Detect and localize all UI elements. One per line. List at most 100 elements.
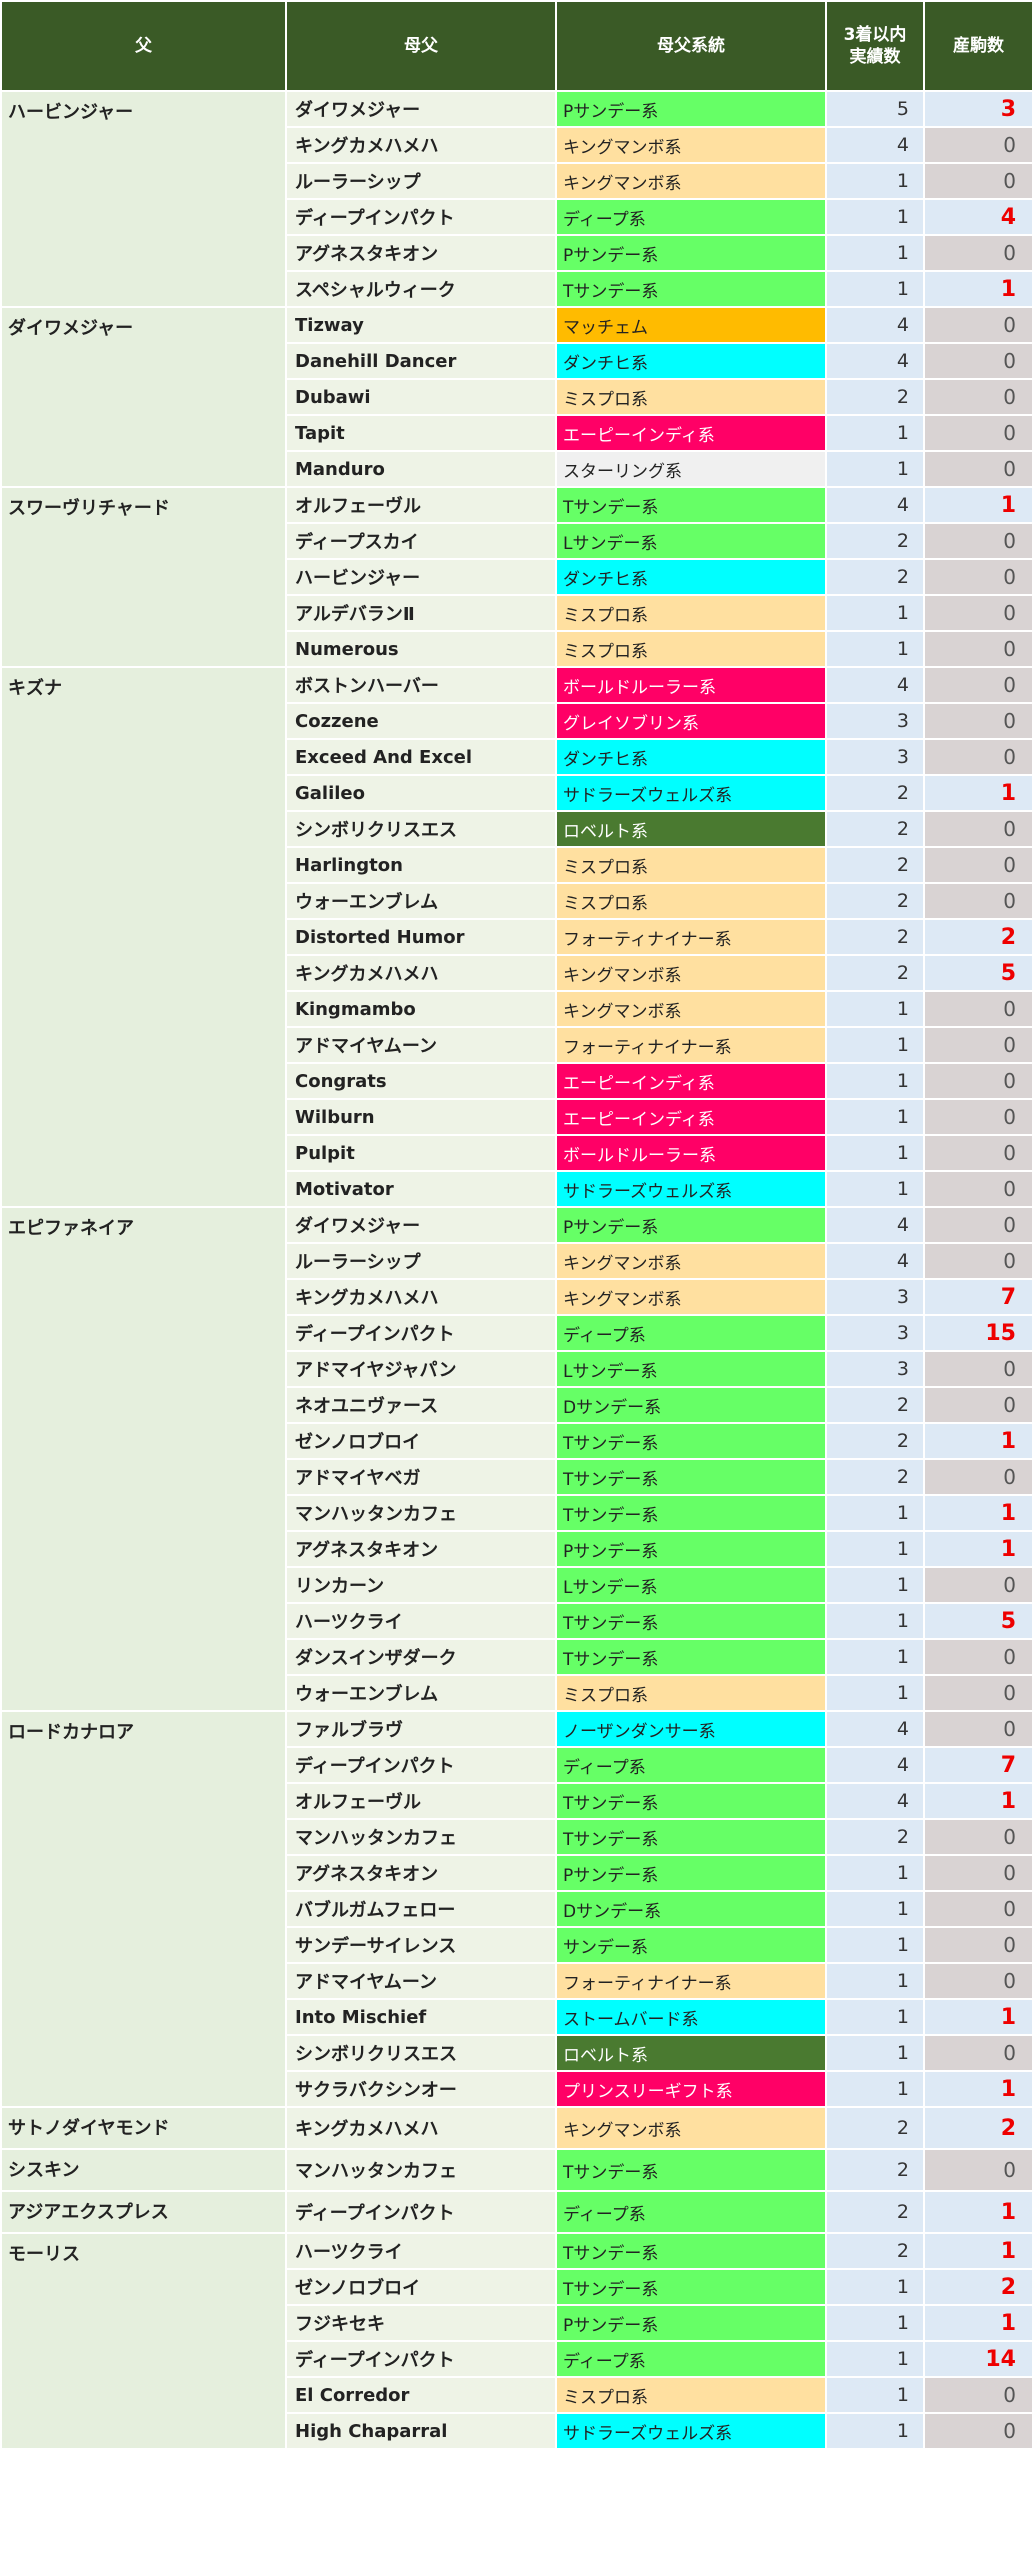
line-cell: マッチェム xyxy=(555,306,827,344)
line-cell: Lサンデー系 xyxy=(555,1350,827,1388)
line-cell: フォーティナイナー系 xyxy=(555,1962,827,2000)
count-cell: 1 xyxy=(825,1998,925,2036)
count-cell: 4 xyxy=(825,342,925,380)
count-cell: 1 xyxy=(825,1098,925,1136)
count-cell: 1 xyxy=(825,198,925,236)
line-cell: ボールドルーラー系 xyxy=(555,666,827,704)
damsire-cell: オルフェーヴル xyxy=(285,486,557,524)
line-cell: ダンチヒ系 xyxy=(555,738,827,776)
sire-cell: エピファネイア xyxy=(0,1206,287,1712)
count-cell: 4 xyxy=(825,486,925,524)
foals-cell: 0 xyxy=(923,1170,1032,1208)
table-row: エピファネイア ダイワメジャー Pサンデー系 4 0 xyxy=(0,1206,1032,1712)
damsire-cell: シンボリクリスエス xyxy=(285,2034,557,2072)
table-row: サクラバクシンオー プリンスリーギフト系 1 1 xyxy=(1,2070,1032,2108)
damsire-cell: ルーラーシップ xyxy=(285,1242,557,1280)
damsire-cell: アドマイヤムーン xyxy=(285,1026,557,1064)
line-cell: キングマンボ系 xyxy=(555,162,827,200)
table-row: ゼンノロブロイ Tサンデー系 1 2 xyxy=(1,2268,1032,2306)
table-row: ルーラーシップ キングマンボ系 4 0 xyxy=(1,1242,1032,1280)
foals-cell: 0 xyxy=(923,2376,1032,2414)
foals-cell: 0 xyxy=(923,414,1032,452)
count-cell: 1 xyxy=(825,1638,925,1676)
count-cell: 1 xyxy=(825,2412,925,2450)
damsire-cell: ディープインパクト xyxy=(285,198,557,236)
table-row: キングカメハメハ キングマンボ系 2 5 xyxy=(1,954,1032,992)
damsire-cell: シンボリクリスエス xyxy=(285,810,557,848)
damsire-cell: ダンスインザダーク xyxy=(285,1638,557,1676)
line-cell: サドラーズウェルズ系 xyxy=(555,2412,827,2450)
foals-cell: 1 xyxy=(923,1494,1032,1532)
table-row: アドマイヤムーン フォーティナイナー系 1 0 xyxy=(1,1962,1032,2000)
line-cell: ダンチヒ系 xyxy=(555,342,827,380)
foals-cell: 0 xyxy=(923,990,1032,1028)
table-row: フジキセキ Pサンデー系 1 1 xyxy=(1,2304,1032,2342)
damsire-cell: サクラバクシンオー xyxy=(285,2070,557,2108)
damsire-cell: ディープインパクト xyxy=(285,1314,557,1352)
table-row: ハービンジャー ダイワメジャー Pサンデー系 5 3 xyxy=(0,90,1032,308)
damsire-cell: スペシャルウィーク xyxy=(285,270,557,308)
foals-cell: 0 xyxy=(923,1206,1032,1244)
damsire-cell: ウォーエンブレム xyxy=(285,882,557,920)
damsire-cell: アドマイヤジャパン xyxy=(285,1350,557,1388)
foals-cell: 0 xyxy=(923,1386,1032,1424)
count-cell: 3 xyxy=(825,1314,925,1352)
line-cell: サドラーズウェルズ系 xyxy=(555,774,827,812)
line-cell: Pサンデー系 xyxy=(555,234,827,272)
foals-cell: 2 xyxy=(923,2106,1032,2150)
table-row: Dubawi ミスプロ系 2 0 xyxy=(1,378,1032,416)
line-cell: Tサンデー系 xyxy=(555,1782,827,1820)
line-cell: フォーティナイナー系 xyxy=(555,1026,827,1064)
damsire-cell: バブルガムフェロー xyxy=(285,1890,557,1928)
foals-cell: 0 xyxy=(923,882,1032,920)
foals-cell: 0 xyxy=(923,306,1032,344)
foals-cell: 0 xyxy=(923,630,1032,668)
foals-cell: 0 xyxy=(923,1458,1032,1496)
foals-cell: 1 xyxy=(923,2232,1032,2270)
table-row: ディープインパクト ディープ系 1 4 xyxy=(1,198,1032,236)
foals-cell: 0 xyxy=(923,234,1032,272)
sire-cell: サトノダイヤモンド xyxy=(0,2106,287,2150)
damsire-cell: キングカメハメハ xyxy=(285,126,557,164)
table-row: ロードカナロア ファルブラヴ ノーザンダンサー系 4 0 xyxy=(0,1710,1032,2108)
count-cell: 2 xyxy=(825,2190,925,2234)
damsire-cell: アグネスタキオン xyxy=(285,234,557,272)
sire-cell: ロードカナロア xyxy=(0,1710,287,2108)
line-cell: Lサンデー系 xyxy=(555,522,827,560)
count-cell: 2 xyxy=(825,2232,925,2270)
count-cell: 1 xyxy=(825,2034,925,2072)
foals-cell: 0 xyxy=(923,126,1032,164)
table-body: ハービンジャー ダイワメジャー Pサンデー系 5 3 キングカメハメハ キングマンボ系 4 0 ル… xyxy=(0,90,1032,2450)
line-cell: Tサンデー系 xyxy=(555,2232,827,2270)
count-cell: 1 xyxy=(825,1674,925,1712)
foals-cell: 15 xyxy=(923,1314,1032,1352)
table-row: サンデーサイレンス サンデー系 1 0 xyxy=(1,1926,1032,1964)
count-cell: 1 xyxy=(825,1494,925,1532)
foals-cell: 1 xyxy=(923,1998,1032,2036)
header-foals: 産駒数 xyxy=(923,0,1032,92)
table-row: Into Mischief ストームバード系 1 1 xyxy=(1,1998,1032,2036)
line-cell: ボールドルーラー系 xyxy=(555,1134,827,1172)
damsire-cell: Exceed And Excel xyxy=(285,738,557,776)
table-row: アジアエクスプレス ディープインパクト ディープ系 2 1 xyxy=(0,2190,1032,2234)
table-row: Congrats エーピーインディ系 1 0 xyxy=(1,1062,1032,1100)
table-row: ウォーエンブレム ミスプロ系 1 0 xyxy=(1,1674,1032,1712)
damsire-cell: マンハッタンカフェ xyxy=(285,1818,557,1856)
table-row: Exceed And Excel ダンチヒ系 3 0 xyxy=(1,738,1032,776)
header-damsire: 母父 xyxy=(285,0,557,92)
damsire-cell: Wilburn xyxy=(285,1098,557,1136)
foals-cell: 0 xyxy=(923,594,1032,632)
line-cell: Pサンデー系 xyxy=(555,90,827,128)
line-cell: ロベルト系 xyxy=(555,2034,827,2072)
table-row: Tapit エーピーインディ系 1 0 xyxy=(1,414,1032,452)
sire-cell: キズナ xyxy=(0,666,287,1208)
line-cell: スターリング系 xyxy=(555,450,827,488)
count-cell: 3 xyxy=(825,1278,925,1316)
line-cell: キングマンボ系 xyxy=(555,126,827,164)
damsire-cell: オルフェーヴル xyxy=(285,1782,557,1820)
count-cell: 4 xyxy=(825,1782,925,1820)
line-cell: グレイソブリン系 xyxy=(555,702,827,740)
foals-cell: 0 xyxy=(923,1926,1032,1964)
line-cell: ノーザンダンサー系 xyxy=(555,1710,827,1748)
table-row: アドマイヤベガ Tサンデー系 2 0 xyxy=(1,1458,1032,1496)
